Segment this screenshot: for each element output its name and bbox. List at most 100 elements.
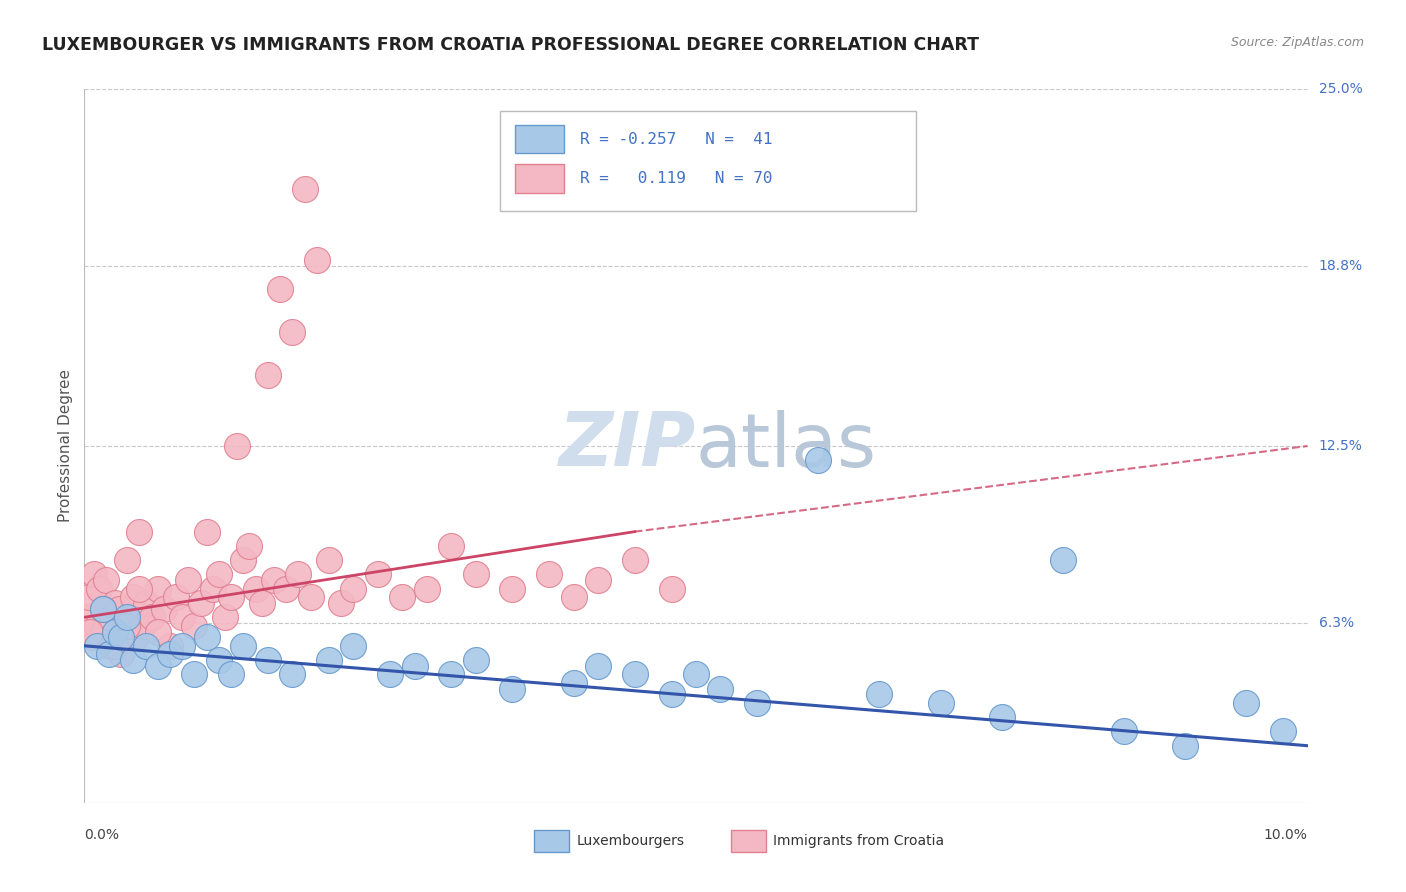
Point bbox=[91, 601, 114, 615]
Point bbox=[342, 639, 364, 653]
Point bbox=[709, 681, 731, 696]
Point bbox=[276, 582, 298, 596]
Point bbox=[342, 582, 364, 596]
Point bbox=[661, 582, 683, 596]
Point bbox=[745, 696, 768, 710]
Point bbox=[86, 639, 108, 653]
Text: Source: ZipAtlas.com: Source: ZipAtlas.com bbox=[1230, 36, 1364, 49]
Point bbox=[91, 624, 114, 639]
Point bbox=[869, 687, 891, 701]
Point bbox=[177, 573, 200, 587]
Text: 18.8%: 18.8% bbox=[1319, 260, 1362, 273]
Point bbox=[195, 630, 218, 644]
Point bbox=[104, 639, 127, 653]
Point bbox=[165, 591, 187, 605]
Point bbox=[219, 667, 242, 681]
Point bbox=[107, 601, 129, 615]
Point bbox=[624, 553, 647, 567]
Point bbox=[685, 667, 707, 681]
Point bbox=[146, 624, 169, 639]
Point bbox=[135, 596, 157, 610]
Point bbox=[807, 453, 830, 467]
Point bbox=[87, 582, 110, 596]
Point bbox=[367, 567, 389, 582]
Point bbox=[1174, 739, 1197, 753]
Point bbox=[201, 582, 224, 596]
Point bbox=[120, 610, 142, 624]
Point bbox=[104, 624, 127, 639]
Point bbox=[562, 591, 585, 605]
Point bbox=[115, 553, 138, 567]
Point bbox=[1114, 724, 1136, 739]
Point bbox=[104, 596, 127, 610]
Point bbox=[110, 630, 132, 644]
Point bbox=[624, 667, 647, 681]
Point bbox=[96, 573, 118, 587]
Point bbox=[153, 601, 176, 615]
Point bbox=[263, 573, 285, 587]
Point bbox=[245, 582, 267, 596]
Point bbox=[172, 610, 194, 624]
Point bbox=[141, 610, 163, 624]
FancyBboxPatch shape bbox=[501, 111, 917, 211]
Point bbox=[86, 619, 108, 633]
Point bbox=[305, 253, 328, 268]
Point bbox=[91, 601, 114, 615]
FancyBboxPatch shape bbox=[515, 125, 564, 153]
Point bbox=[538, 567, 561, 582]
Text: 25.0%: 25.0% bbox=[1319, 82, 1362, 96]
Text: atlas: atlas bbox=[696, 409, 877, 483]
Point bbox=[929, 696, 952, 710]
Point bbox=[440, 539, 463, 553]
Text: 6.3%: 6.3% bbox=[1319, 616, 1354, 630]
Point bbox=[110, 648, 132, 662]
Point bbox=[132, 619, 155, 633]
Text: Luxembourgers: Luxembourgers bbox=[576, 834, 685, 848]
Text: LUXEMBOURGER VS IMMIGRANTS FROM CROATIA PROFESSIONAL DEGREE CORRELATION CHART: LUXEMBOURGER VS IMMIGRANTS FROM CROATIA … bbox=[42, 36, 979, 54]
Text: 10.0%: 10.0% bbox=[1264, 828, 1308, 842]
Point bbox=[586, 658, 609, 673]
Point bbox=[318, 553, 340, 567]
Point bbox=[501, 681, 523, 696]
Point bbox=[79, 624, 101, 639]
Point bbox=[214, 610, 236, 624]
Point bbox=[238, 539, 260, 553]
Point bbox=[318, 653, 340, 667]
Point bbox=[464, 567, 486, 582]
Point bbox=[257, 368, 280, 382]
Point bbox=[146, 658, 169, 673]
Point bbox=[501, 582, 523, 596]
Point bbox=[122, 591, 145, 605]
Point bbox=[250, 596, 273, 610]
Point bbox=[562, 676, 585, 690]
Point bbox=[100, 639, 122, 653]
Point bbox=[208, 653, 231, 667]
Point bbox=[380, 667, 402, 681]
Point bbox=[112, 624, 135, 639]
Point bbox=[115, 610, 138, 624]
Point bbox=[128, 582, 150, 596]
Point bbox=[219, 591, 242, 605]
Point bbox=[128, 524, 150, 539]
Point bbox=[464, 653, 486, 667]
Y-axis label: Professional Degree: Professional Degree bbox=[58, 369, 73, 523]
Point bbox=[125, 630, 148, 644]
Point bbox=[990, 710, 1012, 724]
Point bbox=[232, 553, 254, 567]
Point bbox=[269, 282, 291, 296]
Point bbox=[115, 619, 138, 633]
Point bbox=[281, 667, 304, 681]
Point bbox=[135, 639, 157, 653]
Point bbox=[80, 630, 103, 644]
Point bbox=[232, 639, 254, 653]
Point bbox=[257, 653, 280, 667]
Point bbox=[1052, 553, 1074, 567]
FancyBboxPatch shape bbox=[515, 164, 564, 193]
Point bbox=[1234, 696, 1257, 710]
Point bbox=[159, 639, 181, 653]
Point bbox=[77, 591, 100, 605]
Point bbox=[190, 596, 212, 610]
Text: Immigrants from Croatia: Immigrants from Croatia bbox=[773, 834, 945, 848]
Point bbox=[294, 182, 316, 196]
Point bbox=[183, 619, 205, 633]
